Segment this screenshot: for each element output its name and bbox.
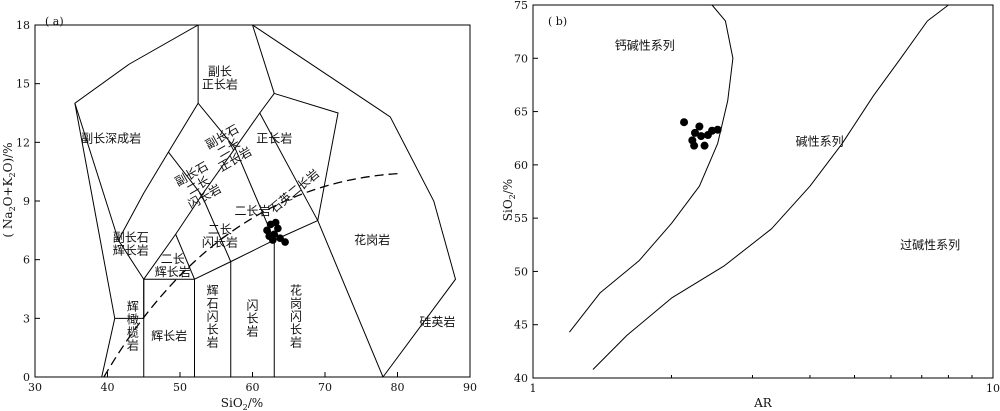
field-label: 石英二长岩 — [266, 166, 322, 216]
field-boundary — [317, 220, 384, 378]
y-tick-label: 55 — [514, 212, 528, 225]
plot-border — [532, 4, 994, 379]
axis-ticks: 30 40 50 60 70 80 90 0 3 6 9 12 15 18 — [16, 19, 477, 394]
panel-label: ( b) — [548, 15, 567, 28]
y-tick-label: 60 — [514, 159, 528, 172]
plot-frame — [532, 4, 994, 379]
field-label: 副长石辉长岩 — [113, 231, 149, 258]
x-tick-label: 60 — [246, 381, 260, 394]
field-boundary — [168, 151, 203, 196]
field-label: 辉石闪长岩 — [207, 283, 219, 349]
sample-point — [263, 226, 271, 235]
sample-point — [697, 132, 706, 141]
alkaline-subalkaline-divider — [103, 172, 398, 378]
y-tick-label: 45 — [514, 319, 528, 332]
series-boundary — [569, 4, 734, 333]
y-tick-label: 15 — [16, 78, 30, 91]
y-tick-label: 6 — [23, 254, 30, 267]
sample-point — [274, 224, 282, 233]
x-axis-label: SiO2/% — [221, 396, 263, 411]
axis-ticks: 1 10 40 45 50 55 60 65 70 75 — [514, 0, 1000, 395]
x-tick-label: 90 — [463, 381, 477, 394]
sample-point — [271, 218, 280, 227]
field-label: 正长岩 — [256, 130, 292, 145]
x-axis-label: AR — [753, 396, 773, 410]
y-tick-label: 12 — [16, 136, 30, 149]
series-label: 钙碱性系列 — [615, 38, 675, 52]
y-axis-label: SiO2/% — [501, 179, 517, 221]
field-label: 闪长岩 — [246, 298, 258, 338]
y-tick-label: 75 — [514, 0, 528, 12]
field-label: 辉橄榄岩 — [127, 300, 139, 353]
x-tick-label: 70 — [318, 381, 332, 394]
y-tick-label: 40 — [514, 372, 528, 385]
field-boundary — [117, 239, 145, 280]
series-label: 碱性系列 — [796, 134, 844, 148]
field-label: 二长辉长岩 — [155, 252, 191, 279]
field-boundary — [274, 92, 339, 221]
y-tick-label: 18 — [16, 19, 30, 32]
sample-point — [269, 236, 277, 244]
field-boundary — [117, 102, 236, 241]
series-boundary — [592, 4, 949, 370]
data-points — [263, 218, 289, 246]
sample-point — [713, 125, 722, 134]
y-tick-label: 9 — [23, 195, 30, 208]
field-label: 花岗闪长岩 — [290, 282, 302, 349]
field-boundaries — [74, 24, 457, 378]
panel-label: ( a) — [45, 15, 64, 28]
x-tick-label: 40 — [101, 381, 115, 394]
field-label: 副长正长岩 — [202, 64, 238, 91]
sample-point — [695, 122, 704, 131]
y-axis-label: ( Na2O+K2O)/% — [1, 142, 17, 237]
field-boundary — [201, 194, 232, 262]
field-boundary — [252, 24, 275, 94]
sample-point — [700, 141, 709, 150]
series-boundaries — [569, 4, 949, 370]
sample-point — [690, 141, 699, 150]
field-boundary — [194, 220, 318, 280]
series-label: 过碱性系列 — [900, 238, 960, 252]
y-tick-label: 50 — [514, 265, 528, 278]
data-points — [680, 118, 722, 150]
y-tick-label: 0 — [23, 371, 30, 384]
sample-point — [281, 238, 289, 246]
y-tick-label: 3 — [23, 312, 30, 325]
x-tick-label: 80 — [391, 381, 405, 394]
x-tick-label: 10 — [986, 382, 1000, 395]
field-boundary — [74, 24, 457, 378]
field-boundary — [143, 93, 275, 280]
sample-point — [680, 118, 689, 127]
field-boundary — [259, 112, 319, 221]
x-tick-label: 30 — [28, 381, 42, 394]
field-label: 花岗岩 — [354, 232, 390, 247]
y-tick-label: 65 — [514, 106, 528, 119]
field-label: 硅英岩 — [419, 314, 455, 329]
field-label: 二长岩 — [234, 203, 270, 218]
field-label: 二长闪长岩 — [202, 223, 238, 250]
x-tick-label: 1 — [530, 382, 537, 395]
field-label: 辉长岩 — [151, 328, 187, 343]
field-boundary — [175, 234, 195, 280]
field-boundary — [74, 103, 119, 241]
y-tick-label: 70 — [514, 52, 528, 65]
x-tick-label: 50 — [173, 381, 187, 394]
field-label: 副长石二长正长岩 — [203, 122, 254, 175]
field-label: 副长深成岩 — [81, 130, 141, 145]
sample-point — [691, 128, 700, 137]
